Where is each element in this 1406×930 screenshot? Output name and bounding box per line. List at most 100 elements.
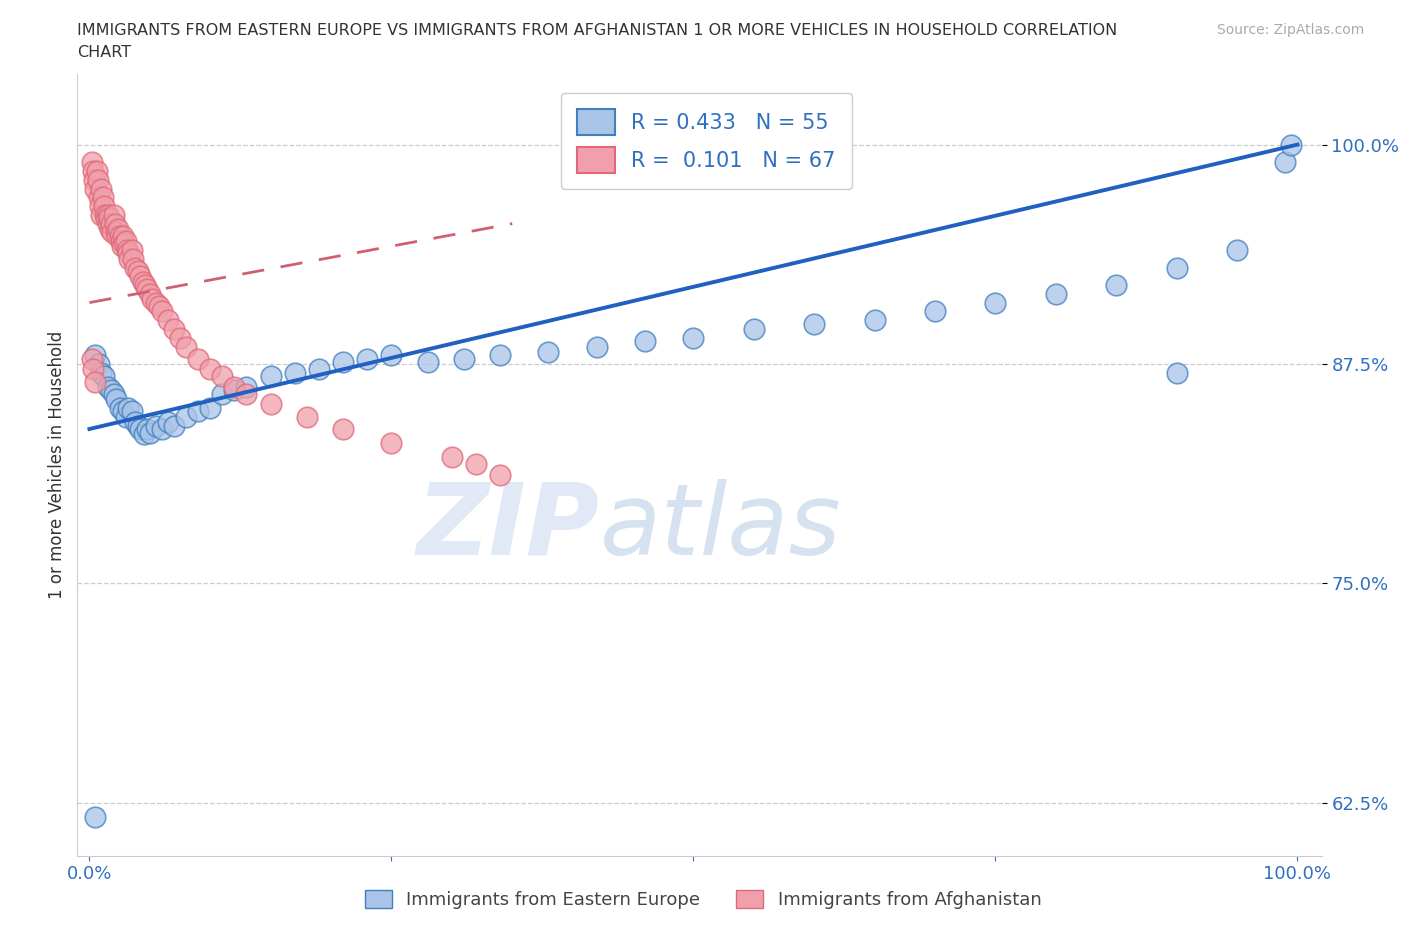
Text: atlas: atlas bbox=[600, 479, 842, 576]
Point bbox=[93, 199, 115, 214]
Point bbox=[1166, 365, 1188, 380]
Point bbox=[308, 362, 330, 377]
Point bbox=[114, 409, 136, 424]
Point bbox=[332, 355, 354, 370]
Point bbox=[1105, 278, 1128, 293]
Point bbox=[96, 207, 118, 222]
Point bbox=[105, 229, 128, 244]
Point bbox=[211, 387, 233, 402]
Point bbox=[107, 221, 129, 236]
Point bbox=[108, 229, 131, 244]
Point bbox=[124, 415, 146, 430]
Point bbox=[96, 216, 118, 231]
Point bbox=[94, 207, 117, 222]
Point bbox=[80, 352, 103, 366]
Point bbox=[97, 211, 120, 226]
Point bbox=[863, 312, 886, 327]
Point bbox=[145, 295, 167, 310]
Point bbox=[537, 344, 560, 359]
Point bbox=[103, 387, 125, 402]
Point bbox=[742, 322, 765, 337]
Text: CHART: CHART bbox=[77, 45, 131, 60]
Point bbox=[129, 269, 152, 284]
Y-axis label: 1 or more Vehicles in Household: 1 or more Vehicles in Household bbox=[48, 331, 66, 599]
Text: ZIP: ZIP bbox=[418, 479, 600, 576]
Point bbox=[169, 330, 191, 345]
Point bbox=[91, 190, 114, 205]
Point bbox=[489, 348, 512, 363]
Point bbox=[682, 330, 704, 345]
Point bbox=[134, 278, 156, 293]
Point bbox=[163, 322, 186, 337]
Point bbox=[82, 362, 104, 377]
Point bbox=[211, 369, 233, 384]
Point bbox=[89, 199, 111, 214]
Point bbox=[80, 154, 103, 169]
Point bbox=[163, 418, 186, 433]
Point bbox=[132, 427, 155, 442]
Point bbox=[84, 809, 107, 824]
Point bbox=[98, 221, 121, 236]
Point bbox=[87, 172, 110, 187]
Point bbox=[114, 233, 136, 248]
Point bbox=[121, 404, 143, 418]
Point bbox=[136, 281, 159, 296]
Point bbox=[259, 369, 281, 384]
Point bbox=[127, 263, 149, 278]
Point bbox=[117, 401, 139, 416]
Point bbox=[104, 216, 127, 231]
Point bbox=[121, 243, 143, 258]
Point bbox=[803, 316, 825, 331]
Point bbox=[156, 415, 179, 430]
Point bbox=[174, 409, 197, 424]
Point bbox=[100, 216, 122, 231]
Point bbox=[984, 295, 1007, 310]
Point bbox=[87, 356, 110, 371]
Point bbox=[110, 233, 132, 248]
Legend: R = 0.433   N = 55, R =  0.101   N = 67: R = 0.433 N = 55, R = 0.101 N = 67 bbox=[561, 93, 852, 190]
Point bbox=[96, 211, 118, 226]
Point bbox=[187, 352, 209, 366]
Point bbox=[150, 304, 173, 319]
Point bbox=[356, 352, 378, 366]
Point bbox=[295, 409, 318, 424]
Point bbox=[84, 374, 107, 389]
Point bbox=[141, 292, 163, 307]
Point bbox=[139, 286, 162, 301]
Point bbox=[82, 164, 104, 179]
Point bbox=[112, 404, 135, 418]
Point bbox=[86, 164, 108, 179]
Point bbox=[235, 379, 257, 394]
Point bbox=[101, 225, 124, 240]
Point bbox=[440, 450, 463, 465]
Point bbox=[1281, 138, 1303, 153]
Point bbox=[489, 467, 512, 482]
Point bbox=[103, 207, 125, 222]
Point bbox=[131, 274, 153, 289]
Point bbox=[96, 379, 118, 394]
Point bbox=[1274, 154, 1296, 169]
Point bbox=[200, 362, 222, 377]
Point bbox=[112, 229, 135, 244]
Point bbox=[145, 418, 167, 433]
Point bbox=[124, 260, 146, 275]
Point bbox=[380, 435, 402, 450]
Point bbox=[1226, 243, 1249, 258]
Point bbox=[1166, 260, 1188, 275]
Point bbox=[139, 425, 162, 440]
Point bbox=[111, 239, 134, 254]
Point bbox=[104, 225, 127, 240]
Point bbox=[114, 235, 136, 250]
Point bbox=[104, 392, 127, 406]
Point bbox=[187, 404, 209, 418]
Legend: Immigrants from Eastern Europe, Immigrants from Afghanistan: Immigrants from Eastern Europe, Immigran… bbox=[357, 883, 1049, 916]
Point bbox=[87, 190, 110, 205]
Point bbox=[115, 243, 138, 258]
Point bbox=[150, 421, 173, 436]
Point bbox=[259, 397, 281, 412]
Point bbox=[108, 401, 131, 416]
Point bbox=[93, 369, 115, 384]
Point bbox=[332, 421, 354, 436]
Point bbox=[84, 348, 107, 363]
Point bbox=[84, 181, 107, 196]
